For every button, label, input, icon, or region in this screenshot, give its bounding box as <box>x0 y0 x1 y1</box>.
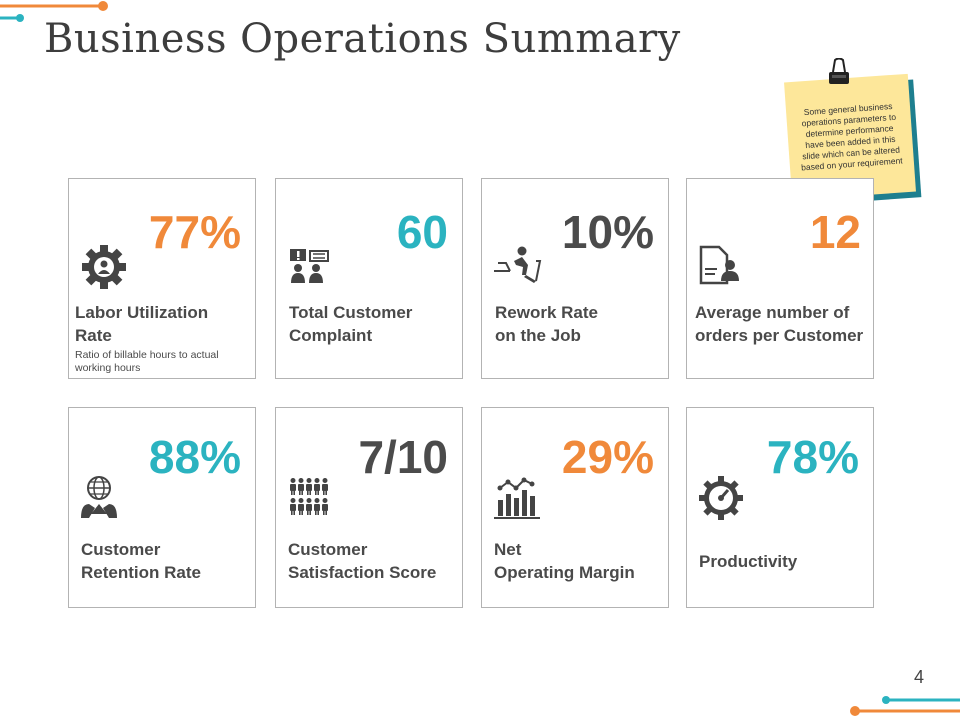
kpi-value: 7/10 <box>358 431 448 483</box>
kpi-label: Average number of orders per Customer <box>695 301 879 347</box>
kpi-label: Customer Retention Rate <box>81 538 265 584</box>
complaint-chat-icon <box>290 249 329 283</box>
kpi-card-productivity: 78% Productivity <box>686 407 874 608</box>
kpi-label-line2: orders per Customer <box>695 326 864 345</box>
kpi-value: 12 <box>809 206 861 258</box>
kpi-value: 77% <box>148 206 241 258</box>
kpi-label: Labor Utilization Rate <box>75 301 259 347</box>
bottom-right-decoration <box>850 696 960 716</box>
top-left-decoration <box>0 1 108 22</box>
kpi-value: 29% <box>561 431 654 483</box>
gauge-gear-icon <box>699 476 743 520</box>
desk-worker-icon <box>494 246 542 283</box>
kpi-value: 60 <box>396 206 448 258</box>
kpi-label: Total Customer Complaint <box>289 301 473 347</box>
sticky-note-text: Some general business operations paramet… <box>800 100 903 173</box>
people-group-icon <box>290 478 328 515</box>
binder-clip-icon <box>829 58 849 84</box>
kpi-label-line1: Average number of <box>695 303 850 322</box>
kpi-label: Productivity <box>699 550 883 573</box>
kpi-card-customer-complaint: 60 Total Customer Complaint <box>275 178 463 379</box>
kpi-label-line1: Total Customer <box>289 303 413 322</box>
kpi-label-line1: Net <box>494 540 522 559</box>
globe-people-icon <box>81 476 117 518</box>
kpi-card-orders-per-customer: 12 Average number of orders per Customer <box>686 178 874 379</box>
gear-person-icon <box>82 245 126 289</box>
kpi-label-line2: Operating Margin <box>494 563 635 582</box>
kpi-card-rework-rate: 10% Rework Rate on the Job <box>481 178 669 379</box>
kpi-card-labor-utilization: 77% Labor Utilization Rate Ratio of bill… <box>68 178 256 379</box>
bar-chart-trend-icon <box>494 477 540 519</box>
kpi-label-line1: Customer <box>288 540 368 559</box>
kpi-label-line1: Productivity <box>699 552 798 571</box>
page-number: 4 <box>914 667 925 687</box>
order-document-icon <box>699 245 739 285</box>
kpi-label-line2: Retention Rate <box>81 563 201 582</box>
kpi-label-line2: on the Job <box>495 326 581 345</box>
kpi-label: Customer Satisfaction Score <box>288 538 472 584</box>
kpi-card-customer-satisfaction: 7/10 Customer Satisfaction Score <box>275 407 463 608</box>
kpi-label-line2: Rate <box>75 326 112 345</box>
kpi-label: Rework Rate on the Job <box>495 301 679 347</box>
page-title: Business Operations Summary <box>44 16 681 62</box>
kpi-value: 10% <box>561 206 654 258</box>
kpi-card-net-operating-margin: 29% Net Operating Margin <box>481 407 669 608</box>
kpi-value: 88% <box>148 431 241 483</box>
kpi-value: 78% <box>766 431 859 483</box>
kpi-label-line1: Rework Rate <box>495 303 598 322</box>
kpi-label-line2: Satisfaction Score <box>288 563 437 582</box>
kpi-card-customer-retention: 88% Customer Retention Rate <box>68 407 256 608</box>
kpi-label-line1: Labor Utilization <box>75 303 209 322</box>
kpi-description: Ratio of billable hours to actual workin… <box>75 349 219 374</box>
kpi-label-line2: Complaint <box>289 326 373 345</box>
kpi-label-line1: Customer <box>81 540 161 559</box>
kpi-label: Net Operating Margin <box>494 538 678 584</box>
